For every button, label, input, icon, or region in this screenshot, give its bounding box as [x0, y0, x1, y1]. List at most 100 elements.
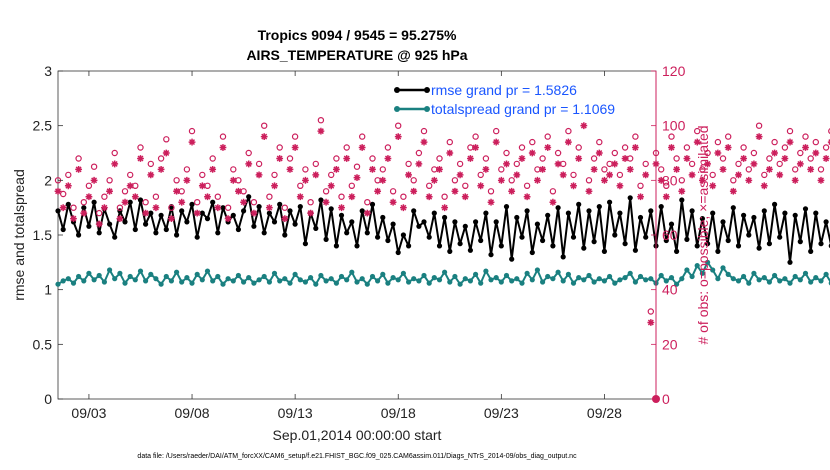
assimilated-point [564, 138, 572, 146]
assimilated-point [286, 166, 294, 173]
rmse-point [545, 212, 551, 218]
possible-point [333, 155, 340, 162]
rmse-point [792, 212, 798, 218]
totalspread-point [246, 275, 252, 281]
possible-point [266, 193, 273, 200]
possible-point [632, 133, 639, 140]
totalspread-point [627, 270, 633, 276]
possible-point [415, 149, 423, 157]
totalspread-point [689, 273, 695, 280]
totalspread-point [421, 272, 427, 279]
possible-point [400, 193, 407, 200]
totalspread-point [60, 278, 66, 284]
y-axis-right: 0 20 40 60 80 100 120 [651, 63, 686, 407]
possible-point [735, 160, 742, 168]
possible-point [647, 308, 655, 315]
y-tick-label-right: 120 [662, 63, 686, 79]
rmse-point [395, 249, 401, 256]
totalspread-point [271, 270, 278, 276]
possible-point [750, 149, 758, 157]
totalspread-point [478, 280, 484, 286]
totalspread-point [787, 280, 793, 286]
totalspread-point [436, 277, 443, 283]
totalspread-point [581, 277, 587, 283]
rmse-point [235, 226, 241, 233]
rmse-point [617, 210, 623, 216]
possible-point [781, 144, 789, 151]
rmse-point [132, 226, 138, 233]
assimilated-point [776, 171, 784, 179]
rmse-point [406, 243, 412, 249]
assimilated-point [369, 166, 376, 173]
x-tick-label: 09/08 [175, 405, 210, 421]
assimilated-point [497, 176, 505, 184]
assimilated-point [75, 166, 83, 173]
possible-point [663, 182, 670, 189]
possible-point [673, 155, 680, 162]
assimilated-point [601, 176, 608, 184]
assimilated-point [606, 171, 614, 179]
possible-point [70, 204, 77, 211]
possible-point [302, 166, 309, 173]
possible-point [224, 204, 232, 211]
y-tick-label-right: 60 [662, 227, 678, 243]
possible-point [621, 144, 629, 151]
rmse-point [720, 219, 726, 225]
y-tick-label-left: 2 [44, 172, 52, 188]
possible-point [183, 166, 191, 173]
totalspread-point [498, 279, 504, 285]
rmse-point [153, 230, 159, 236]
assimilated-point [100, 204, 108, 212]
possible-point [343, 144, 350, 151]
totalspread-point [122, 280, 128, 286]
possible-point [451, 177, 459, 184]
assimilated-point [678, 187, 686, 195]
totalspread-point [369, 273, 376, 280]
assimilated-point [291, 144, 299, 151]
assimilated-point [802, 144, 809, 151]
possible-point [168, 204, 175, 211]
possible-point [250, 198, 258, 206]
assimilated-point [157, 166, 165, 173]
assimilated-point [467, 155, 474, 162]
legend-rmse-label: rmse grand pr = 1.5826 [431, 82, 577, 98]
possible-point [163, 136, 170, 143]
totalspread-point [802, 270, 809, 276]
totalspread-point [591, 279, 597, 285]
rmse-point [359, 208, 365, 214]
rmse-point [607, 199, 613, 205]
assimilated-point [415, 160, 423, 168]
rmse-point [287, 208, 293, 214]
assimilated-point [168, 215, 175, 222]
possible-point [513, 160, 521, 168]
rmse-point [297, 204, 303, 210]
totalspread-point [431, 275, 437, 281]
assimilated-point [281, 215, 289, 222]
totalspread-point [117, 270, 123, 276]
rmse-point [426, 234, 432, 240]
rmse-point [158, 212, 164, 218]
rmse-point [385, 237, 391, 244]
rmse-point [637, 214, 644, 221]
possible-point [590, 155, 598, 162]
assimilated-point [425, 193, 433, 201]
rmse-point [112, 234, 118, 240]
totalspread-point [668, 275, 675, 281]
rmse-point [488, 252, 494, 258]
assimilated-point [405, 171, 412, 179]
series-assimilated [54, 122, 830, 326]
rmse-point [699, 216, 706, 222]
possible-point [575, 144, 582, 151]
totalspread-point [612, 280, 618, 286]
rmse-point [107, 221, 113, 227]
rmse-point [705, 241, 711, 247]
x-tick-label: 09/03 [71, 405, 106, 421]
assimilated-point [64, 182, 72, 190]
assimilated-point [111, 160, 119, 168]
rmse-point [674, 248, 680, 254]
rmse-point [524, 208, 530, 214]
possible-point [106, 177, 113, 184]
rmse-point [710, 210, 716, 216]
assimilated-point [822, 155, 830, 162]
rmse-point [380, 214, 386, 221]
